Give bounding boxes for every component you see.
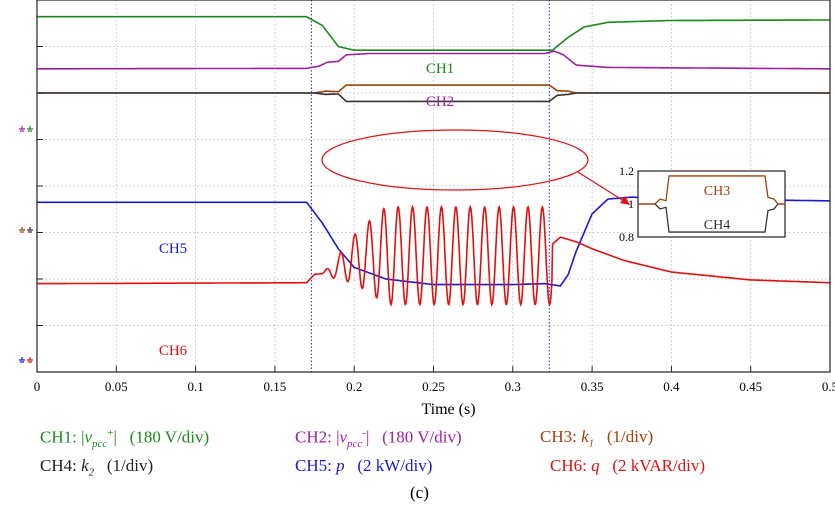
trace-label-ch1: CH1 [426, 61, 454, 77]
x-tick-label: 0.2 [346, 379, 362, 394]
x-tick-label: 0.25 [422, 379, 445, 394]
legend-subscript: pcc [92, 438, 108, 451]
legend-ch4: CH4: k2 (1/div) [40, 456, 153, 478]
legend-scale: (2 kVAR/div) [599, 456, 706, 475]
ground-marker-icon [27, 126, 33, 132]
legend-scale: | (180 V/div) [113, 427, 210, 447]
annotation-group: CH1 CH2 CH5 CH6 [19, 61, 630, 363]
x-tick-label: 0 [34, 379, 41, 394]
x-tick-label: 0.05 [105, 379, 128, 394]
zoom-ellipse [321, 129, 589, 191]
inset-label-ch4: CH4 [704, 218, 730, 233]
trace-ch1 [37, 15, 830, 51]
legend-scale: | (180 V/div) [365, 427, 462, 447]
trace-ch6 [37, 204, 830, 307]
inset-label-ch3: CH3 [704, 184, 730, 199]
x-tick-label: 0.45 [739, 379, 762, 394]
legend-variable: p [336, 456, 345, 475]
legend-prefix: CH6: [550, 456, 592, 475]
legend-prefix: CH1: | [40, 427, 85, 447]
trace-label-ch6: CH6 [159, 343, 188, 359]
x-tick-label: 0.1 [187, 379, 203, 394]
x-tick-label: 0.35 [581, 379, 604, 394]
x-tick-label: 0.5 [822, 379, 835, 394]
legend-ch2: CH2: |vpcc-| (180 V/div) [295, 427, 462, 450]
inset-frame [637, 170, 786, 238]
x-tick-label: 0.4 [663, 379, 680, 394]
trace-group [37, 15, 830, 307]
ground-marker-icon [27, 227, 33, 233]
legend-variable: v [84, 427, 93, 447]
legend-variable: k [581, 427, 589, 446]
inset-trace-ch4 [638, 203, 785, 233]
inset-y-tick: 0.8 [619, 230, 634, 244]
legend-subscript: 1 [588, 437, 595, 450]
legend-prefix: CH4: [40, 456, 82, 475]
zoom-arrow-line [577, 171, 628, 204]
legend-variable: v [339, 427, 348, 447]
legend-variable: k [81, 456, 89, 475]
x-axis-label: Time (s) [421, 401, 475, 418]
inset-zoom: 1.2 1 0.8 CH3 CH4 [619, 164, 786, 244]
legend-prefix: CH5: [295, 456, 337, 475]
trace-label-ch5: CH5 [159, 241, 187, 257]
legend-ch1: CH1: |vpcc+| (180 V/div) [40, 427, 209, 450]
legend-prefix: CH2: | [295, 427, 340, 447]
inset-y-tick: 1.2 [619, 164, 634, 178]
ground-marker-icon [27, 357, 33, 363]
legend-subscript: 2 [88, 466, 95, 479]
legend-ch3: CH3: k1 (1/div) [540, 427, 653, 449]
trace-ch2 [37, 50, 830, 70]
inset-trace-ch3 [638, 175, 785, 205]
trace-ch4 [37, 92, 830, 103]
x-tick-label: 0.3 [505, 379, 521, 394]
legend-scale: (1/div) [594, 427, 654, 446]
legend-subscript: pcc [347, 438, 363, 451]
figure-caption: (c) [410, 483, 429, 502]
legend-superscript: - [362, 427, 366, 439]
legend-ch5: CH5: p (2 kW/div) [295, 456, 432, 476]
legend-variable: q [591, 456, 600, 475]
trace-label-ch2: CH2 [426, 94, 454, 110]
legend-superscript: + [107, 427, 114, 439]
legend-scale: (1/div) [94, 456, 154, 475]
legend-scale: (2 kW/div) [344, 456, 433, 475]
axis-group: 0 0.05 0.1 0.15 0.2 0.25 0.3 0.35 0.4 0.45 0.5 Time… [34, 0, 835, 418]
legend-prefix: CH3: [540, 427, 582, 446]
x-tick-label: 0.15 [264, 379, 287, 394]
legend-ch6: CH6: q (2 kVAR/div) [550, 456, 705, 476]
ground-marker-icon [19, 227, 25, 233]
ground-marker-icon [19, 357, 25, 363]
ground-marker-icon [19, 126, 25, 132]
zoom-arrow-head [620, 196, 630, 205]
inset-y-tick: 1 [628, 197, 634, 211]
